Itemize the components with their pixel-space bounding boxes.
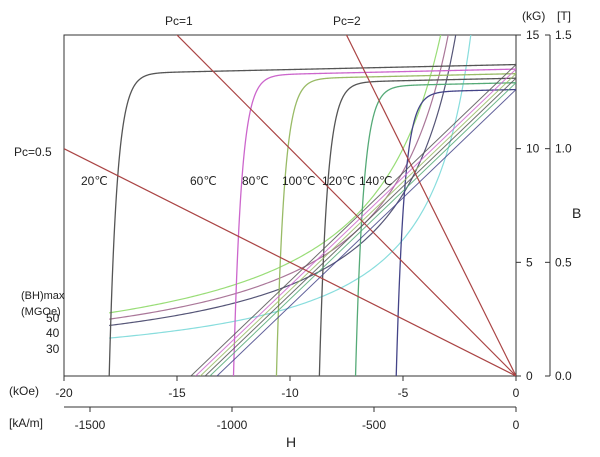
demag-curve-20℃ (108, 63, 516, 376)
normal-line-80℃ (200, 73, 516, 376)
pc-label-0-5: Pc=0.5 (14, 145, 52, 159)
bhmax-label: (BH)max (21, 290, 65, 302)
bh-value-50: 50 (46, 311, 60, 325)
x-tick-kam-label: -1500 (75, 418, 106, 432)
y-tick-t-label: 0.0 (555, 369, 572, 383)
temp-label-20: 20℃ (81, 174, 108, 188)
normal-line-100℃ (204, 77, 516, 376)
x-tick-kam-label: -1000 (217, 418, 248, 432)
y-tick-kg-label: 5 (526, 255, 533, 269)
y-tick-kg-label: 0 (526, 369, 533, 383)
bh-value-30: 30 (46, 342, 60, 356)
bh-curve-30 (109, 35, 472, 339)
load-line-Pc=1 (176, 35, 516, 376)
y-tick-t-label: 0.5 (555, 255, 572, 269)
x-tick-kam-label: 0 (513, 418, 520, 432)
demag-curve-100℃ (318, 77, 516, 376)
x-tick-koe-label: 0 (513, 386, 520, 400)
pc-label-1: Pc=1 (165, 14, 193, 28)
normal-line-140℃ (216, 89, 516, 376)
x-tick-koe-label: -10 (281, 386, 299, 400)
x-tick-kam-label: -500 (362, 418, 386, 432)
temp-label-100: 100℃ (282, 174, 316, 188)
y-tick-t-label: 1.5 (555, 28, 572, 42)
mgoe-label: (MGOe) (21, 306, 61, 318)
temp-label-140: 140℃ (359, 174, 393, 188)
x-axis-label: H (286, 434, 296, 450)
normal-line-20℃ (190, 64, 516, 376)
pc-label-2: Pc=2 (333, 14, 361, 28)
temp-label-60: 60℃ (190, 174, 217, 188)
y-tick-kg-label: 10 (526, 142, 540, 156)
x-tick-koe-label: -5 (398, 386, 409, 400)
bh-curve-unlabeled-2 (109, 35, 449, 320)
demag-curve-60℃ (232, 68, 516, 376)
demag-curve-80℃ (275, 73, 516, 376)
x-tick-koe-label: -20 (55, 386, 73, 400)
load-line-Pc=2 (345, 35, 516, 376)
y-unit-left-label: (kG) (522, 9, 545, 23)
y-axis-label: B (572, 205, 581, 221)
bh-value-40: 40 (46, 326, 60, 340)
y-tick-t-label: 1.0 (555, 142, 572, 156)
x-unit-bottom-label: [kA/m] (9, 416, 43, 430)
normal-line-60℃ (195, 68, 516, 376)
normal-line-120℃ (209, 82, 516, 376)
y-unit-right-label: [T] (557, 9, 571, 23)
demag-curve-140℃ (395, 88, 516, 376)
temp-label-80: 80℃ (242, 174, 269, 188)
bh-curve-40 (109, 35, 457, 327)
plot-frame (63, 34, 517, 377)
y-tick-kg-label: 15 (526, 28, 540, 42)
demag-curve-120℃ (354, 82, 516, 376)
bh-curve-50 (109, 35, 442, 314)
load-line-Pc=0.5 (64, 148, 516, 376)
x-unit-top-label: (kOe) (9, 384, 39, 398)
x-tick-koe-label: -15 (168, 386, 186, 400)
temp-label-120: 120℃ (322, 174, 356, 188)
